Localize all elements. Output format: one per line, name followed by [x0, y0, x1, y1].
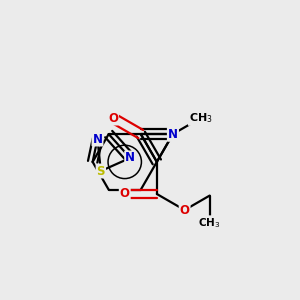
- Text: CH$_3$: CH$_3$: [189, 111, 213, 125]
- Text: O: O: [180, 203, 190, 217]
- Text: N: N: [168, 128, 178, 141]
- Text: CH$_3$: CH$_3$: [198, 216, 221, 230]
- Text: O: O: [120, 188, 130, 200]
- Text: S: S: [97, 164, 105, 178]
- Text: O: O: [108, 112, 118, 124]
- Text: N: N: [92, 133, 103, 146]
- Text: N: N: [125, 152, 135, 164]
- Text: N: N: [168, 128, 178, 141]
